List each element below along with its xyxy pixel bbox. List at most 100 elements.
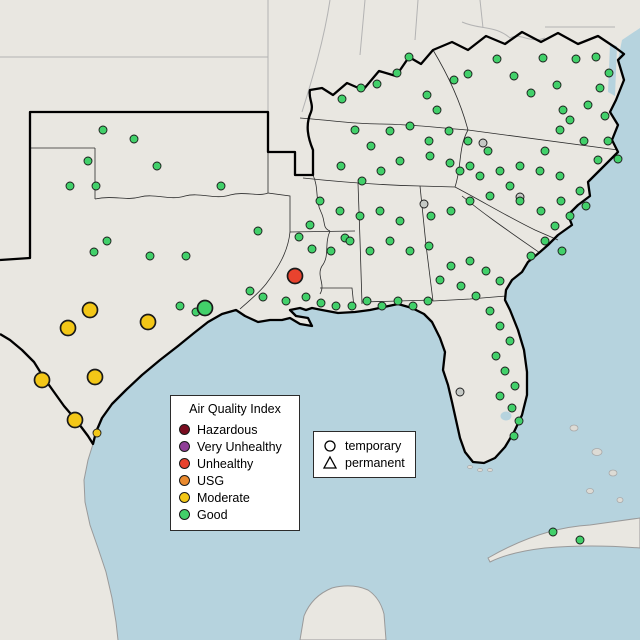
station-marker-good_small bbox=[175, 301, 185, 311]
station-marker-good_small bbox=[335, 206, 345, 216]
station-marker-good_small bbox=[483, 146, 493, 156]
aqi-color-swatch bbox=[179, 509, 190, 520]
station-type-rows: temporary permanent bbox=[322, 437, 405, 471]
station-marker-good_small bbox=[102, 236, 112, 246]
station-marker-good_small bbox=[463, 69, 473, 79]
station-marker-good_small bbox=[505, 336, 515, 346]
aqi-legend-title: Air Quality Index bbox=[189, 402, 281, 416]
station-marker-unhealthy_large bbox=[286, 267, 304, 285]
station-marker-good_small bbox=[556, 196, 566, 206]
station-marker-good_small bbox=[536, 206, 546, 216]
station-marker-good_small bbox=[491, 351, 501, 361]
station-marker-good_small bbox=[550, 221, 560, 231]
florida-keys bbox=[467, 465, 493, 472]
station-marker-good_small bbox=[471, 291, 481, 301]
station-marker-good_small bbox=[579, 136, 589, 146]
station-marker-good_small bbox=[385, 236, 395, 246]
station-marker-moderate_large bbox=[66, 411, 84, 429]
station-marker-good_small bbox=[366, 141, 376, 151]
station-marker-good_small bbox=[495, 276, 505, 286]
aqi-legend-rows: Hazardous Very Unhealthy Unhealthy USG Moder… bbox=[179, 421, 291, 523]
station-marker-good_small bbox=[475, 171, 485, 181]
station-marker-good_small bbox=[485, 191, 495, 201]
station-marker-good_small bbox=[393, 296, 403, 306]
station-marker-good_small bbox=[505, 181, 515, 191]
station-marker-good_small bbox=[432, 105, 442, 115]
northern-state-borders bbox=[0, 0, 615, 113]
station-marker-moderate_large bbox=[59, 319, 77, 337]
station-marker-good_small bbox=[540, 236, 550, 246]
aqi-legend-item-hazardous: Hazardous bbox=[179, 421, 291, 438]
station-marker-good_small bbox=[603, 136, 613, 146]
station-marker-good_small bbox=[571, 54, 581, 64]
triangle-symbol-icon bbox=[322, 455, 338, 469]
aqi-legend-label: Very Unhealthy bbox=[197, 439, 282, 454]
station-marker-good_small bbox=[555, 125, 565, 135]
station-marker-good_small bbox=[552, 80, 562, 90]
station-marker-good_small bbox=[425, 151, 435, 161]
station-marker-good_small bbox=[395, 216, 405, 226]
aqi-color-swatch bbox=[179, 492, 190, 503]
aqi-legend-label: Hazardous bbox=[197, 422, 258, 437]
station-marker-good_small bbox=[326, 246, 336, 256]
station-marker-moderate_large bbox=[139, 313, 157, 331]
station-marker-good_small bbox=[526, 88, 536, 98]
station-marker-good_small bbox=[337, 94, 347, 104]
station-marker-good_small bbox=[423, 296, 433, 306]
station-marker-good_small bbox=[456, 281, 466, 291]
station-marker-good_small bbox=[89, 247, 99, 257]
station-marker-good_small bbox=[509, 71, 519, 81]
station-marker-nodata_small bbox=[419, 199, 429, 209]
station-marker-good_small bbox=[294, 232, 304, 242]
station-marker-good_small bbox=[316, 298, 326, 308]
aqi-color-swatch bbox=[179, 424, 190, 435]
station-marker-good_small bbox=[345, 236, 355, 246]
station-marker-good_small bbox=[445, 158, 455, 168]
station-marker-good_small bbox=[455, 166, 465, 176]
station-marker-good_small bbox=[591, 52, 601, 62]
aqi-legend: Air Quality Index Hazardous Very Unhealth… bbox=[170, 395, 300, 531]
station-marker-moderate_large bbox=[33, 371, 51, 389]
aqi-legend-item-very-unhealthy: Very Unhealthy bbox=[179, 438, 291, 455]
station-marker-good_small bbox=[365, 246, 375, 256]
station-marker-good_small bbox=[507, 403, 517, 413]
aqi-legend-label: Unhealthy bbox=[197, 456, 254, 471]
station-marker-good_small bbox=[509, 431, 519, 441]
station-marker-good_small bbox=[377, 301, 387, 311]
aqi-legend-item-unhealthy: Unhealthy bbox=[179, 455, 291, 472]
station-marker-good_small bbox=[538, 53, 548, 63]
station-marker-good_small bbox=[315, 196, 325, 206]
station-marker-good_small bbox=[604, 68, 614, 78]
station-marker-good_small bbox=[350, 125, 360, 135]
station-marker-good_small bbox=[347, 301, 357, 311]
station-marker-moderate_large bbox=[81, 301, 99, 319]
region-outline bbox=[0, 30, 626, 465]
station-marker-good_small bbox=[444, 126, 454, 136]
station-type-label: temporary bbox=[345, 438, 402, 453]
chesapeake-bay bbox=[608, 44, 617, 96]
circle-symbol-icon bbox=[324, 440, 336, 452]
station-marker-good_small bbox=[181, 251, 191, 261]
station-marker-good_small bbox=[405, 246, 415, 256]
station-marker-good_small bbox=[446, 261, 456, 271]
station-marker-good_small bbox=[583, 100, 593, 110]
yucatan-peninsula bbox=[299, 585, 387, 640]
aqi-color-swatch bbox=[179, 458, 190, 469]
station-marker-good_small bbox=[463, 136, 473, 146]
station-markers-layer bbox=[33, 52, 623, 545]
station-marker-good_small bbox=[216, 181, 226, 191]
mexico-coastline bbox=[83, 443, 119, 640]
station-marker-nodata_small bbox=[478, 138, 488, 148]
station-marker-good_small bbox=[245, 286, 255, 296]
station-marker-good_small bbox=[152, 161, 162, 171]
station-marker-good_small bbox=[465, 161, 475, 171]
station-marker-good_small bbox=[495, 321, 505, 331]
station-marker-good_small bbox=[548, 527, 558, 537]
station-marker-good_small bbox=[575, 186, 585, 196]
aqi-color-swatch bbox=[179, 475, 190, 486]
station-marker-good_small bbox=[281, 296, 291, 306]
station-marker-good_small bbox=[540, 146, 550, 156]
station-marker-good_small bbox=[526, 251, 536, 261]
